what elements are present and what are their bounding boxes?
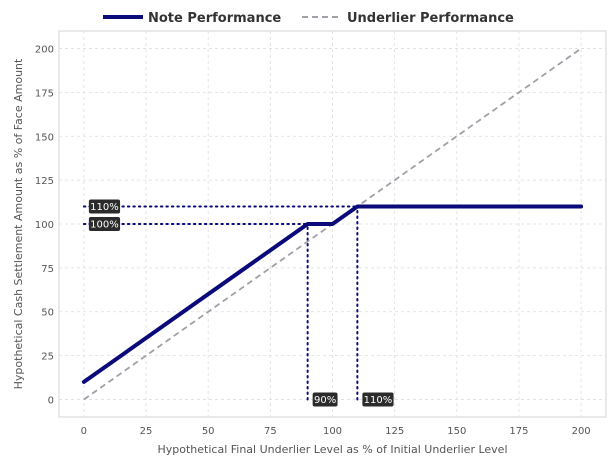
plot-area: 110% 100% 90% 110% (58, 30, 607, 418)
y-tick-label: 50 (41, 308, 54, 319)
callout-text: 100% (90, 220, 119, 231)
y-tick-label: 150 (35, 132, 54, 143)
x-tick-label: 175 (509, 426, 528, 437)
callout-label: 90% (312, 392, 338, 407)
x-tick-label: 50 (202, 426, 215, 437)
callout-text: 110% (90, 202, 119, 213)
y-tick-label: 100 (35, 220, 54, 231)
y-tick-label: 175 (35, 88, 54, 99)
x-axis-ticks: 0 25 50 75 100 125 150 175 200 (81, 426, 591, 437)
legend-label: Underlier Performance (347, 11, 514, 26)
legend-item: Note Performance (103, 11, 281, 26)
y-axis-ticks: 0 25 50 75 100 125 150 175 200 (35, 45, 54, 407)
callout-label: 110% (362, 392, 394, 407)
y-tick-label: 75 (41, 264, 54, 275)
guide-lines (82, 205, 359, 401)
x-tick-label: 100 (323, 426, 342, 437)
y-tick-label: 125 (35, 176, 54, 187)
y-axis-title: Hypothetical Cash Settlement Amount as %… (12, 58, 25, 389)
callout-text: 110% (364, 395, 393, 406)
legend-label: Note Performance (148, 11, 281, 26)
y-tick-label: 0 (48, 395, 54, 406)
callout-label: 110% (88, 199, 121, 214)
x-axis-title: Hypothetical Final Underlier Level as % … (157, 443, 507, 456)
callout-text: 90% (314, 395, 336, 406)
x-tick-label: 0 (81, 426, 87, 437)
series-lines (81, 47, 584, 401)
callout-box (88, 217, 121, 231)
y-tick-label: 25 (41, 352, 54, 363)
callout-box (312, 392, 338, 407)
x-tick-label: 200 (572, 426, 591, 437)
callout-box (88, 199, 121, 214)
legend: Note Performance Underlier Performance (103, 11, 514, 26)
note-performance-line (81, 204, 584, 384)
x-tick-label: 125 (385, 426, 404, 437)
y-tick-label: 200 (35, 45, 54, 56)
callouts: 110% 100% 90% 110% (88, 199, 394, 407)
x-tick-label: 25 (140, 426, 153, 437)
callout-label: 100% (88, 217, 121, 231)
callout-box (362, 392, 394, 407)
x-tick-label: 150 (447, 426, 466, 437)
legend-item: Underlier Performance (302, 11, 514, 26)
x-tick-label: 75 (264, 426, 277, 437)
